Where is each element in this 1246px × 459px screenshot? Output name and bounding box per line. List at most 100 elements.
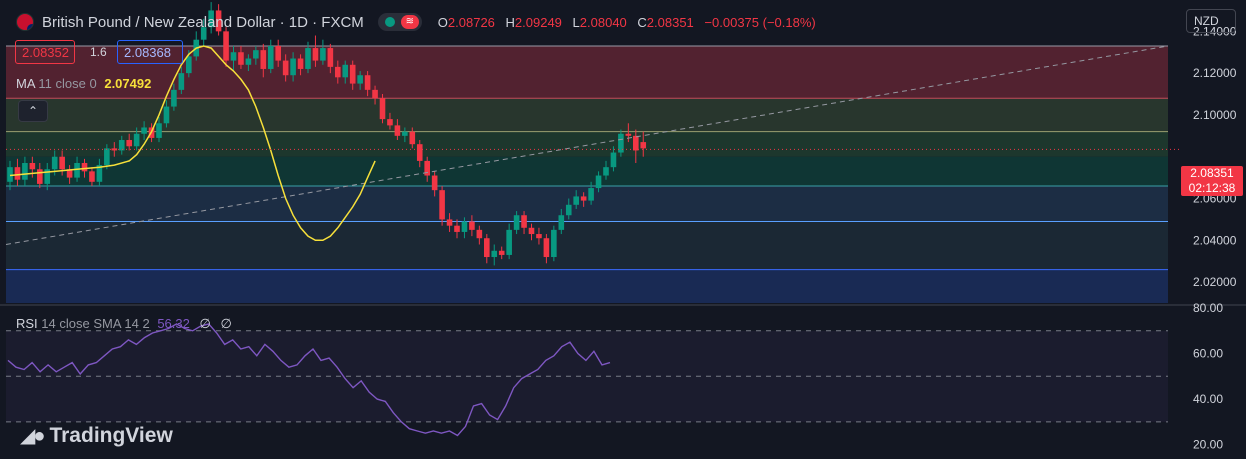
candle-body-15 <box>118 140 125 151</box>
candle-body-82 <box>618 133 624 153</box>
candle-body-52 <box>394 125 401 136</box>
candle-body-28 <box>215 10 222 32</box>
low-label: L <box>572 14 580 30</box>
ma-value: 2.07492 <box>104 76 152 91</box>
last-price-tag: 2.08351 02:12:38 <box>1181 166 1243 196</box>
candle-body-41 <box>312 48 319 61</box>
pair-flag-icon <box>16 13 34 31</box>
tradingview-logo-icon: ◢● <box>20 425 46 447</box>
candle-body-44 <box>335 66 341 78</box>
candle-body-47 <box>357 75 363 84</box>
candle-body-34 <box>260 50 267 69</box>
high-label: H <box>505 14 515 30</box>
candle-body-32 <box>245 58 252 65</box>
rsi-tick-3: 20.00 <box>1193 438 1223 452</box>
candle-body-38 <box>290 58 296 76</box>
candle-body-13 <box>104 148 110 166</box>
candle-body-81 <box>610 152 617 168</box>
candle-body-59 <box>446 219 453 226</box>
rsi-legend[interactable]: RSI 14 close SMA 14 2 56.32 ∅ ∅ <box>16 316 232 332</box>
close-value: 2.08351 <box>646 14 694 30</box>
currency-select[interactable]: NZD <box>1186 9 1236 33</box>
candle-body-10 <box>81 162 88 172</box>
bar-countdown: 02:12:38 <box>1188 181 1236 195</box>
candle-body-7 <box>59 156 65 170</box>
candle-body-77 <box>580 196 587 201</box>
candle-body-78 <box>588 188 594 201</box>
candle-body-30 <box>230 52 237 61</box>
candle-body-62 <box>469 221 475 230</box>
candle-body-75 <box>565 204 572 216</box>
open-value: 2.08726 <box>447 14 495 30</box>
market-open-icon <box>384 17 395 27</box>
zone-band-3 <box>6 156 1168 186</box>
candle-body-21 <box>163 106 170 124</box>
candle-body-73 <box>551 229 557 258</box>
candle-body-0 <box>7 167 13 182</box>
candle-body-2 <box>22 162 28 180</box>
price-tick-4: 2.04000 <box>1193 233 1237 247</box>
buy-button[interactable]: 2.08368 <box>117 40 183 64</box>
candle-body-48 <box>364 75 371 90</box>
candle-body-31 <box>238 52 244 65</box>
candle-body-67 <box>506 229 512 255</box>
zone-band-5 <box>6 221 1168 270</box>
candle-body-16 <box>126 140 132 147</box>
market-status-pill[interactable]: ≋ <box>377 13 422 31</box>
candle-body-22 <box>171 89 177 107</box>
ma-name: MA <box>16 76 35 91</box>
rsi-empty-value-2: ∅ <box>220 316 232 331</box>
candle-body-76 <box>573 196 579 205</box>
price-tick-1: 2.12000 <box>1193 66 1237 80</box>
candle-body-11 <box>89 171 95 182</box>
candle-body-61 <box>461 221 468 232</box>
candle-body-83 <box>625 133 632 136</box>
candle-body-23 <box>178 73 185 90</box>
brand-name: TradingView <box>49 423 173 447</box>
zone-band-6 <box>6 269 1168 303</box>
candle-body-72 <box>543 238 550 258</box>
candle-body-71 <box>536 234 542 239</box>
candle-body-27 <box>208 10 214 28</box>
candle-body-53 <box>402 131 408 136</box>
candle-body-79 <box>595 175 602 189</box>
tradingview-logo[interactable]: ◢● TradingView <box>20 423 173 448</box>
candle-body-3 <box>29 162 36 170</box>
candle-body-9 <box>74 162 80 178</box>
collapse-legend-button[interactable]: ⌃ <box>18 100 48 122</box>
ma-line <box>9 45 376 242</box>
ma-legend[interactable]: MA 11 close 0 2.07492 <box>16 76 151 91</box>
candle-body-60 <box>454 225 460 232</box>
candle-body-80 <box>603 167 609 176</box>
candle-body-46 <box>349 64 356 84</box>
candle-body-70 <box>528 227 535 235</box>
rsi-tick-1: 60.00 <box>1193 347 1223 361</box>
candle-body-1 <box>14 167 21 180</box>
symbol-title[interactable]: British Pound / New Zealand Dollar · 1D … <box>42 13 364 31</box>
candle-body-35 <box>267 45 274 69</box>
candle-body-49 <box>372 89 378 99</box>
candle-body-12 <box>96 165 103 182</box>
zone-band-4 <box>6 185 1168 222</box>
candle-body-74 <box>558 215 565 230</box>
high-value: 2.09249 <box>514 14 562 30</box>
candle-body-40 <box>305 48 311 69</box>
close-label: C <box>637 14 647 30</box>
price-tick-2: 2.10000 <box>1193 108 1237 122</box>
status-wave-icon: ≋ <box>400 15 419 29</box>
candle-body-4 <box>37 169 43 184</box>
open-label: O <box>437 14 448 30</box>
chart-header: British Pound / New Zealand Dollar · 1D … <box>16 12 823 32</box>
spread-value: 1.6 <box>90 45 107 59</box>
low-value: 2.08040 <box>579 14 627 30</box>
sell-button[interactable]: 2.08352 <box>15 40 75 64</box>
candle-body-37 <box>282 60 289 76</box>
candle-body-85 <box>640 142 647 149</box>
rsi-line <box>7 323 611 437</box>
trend-line <box>5 45 1169 245</box>
ohlc-readout: O2.08726 H2.09249 L2.08040 C2.08351 −0.0… <box>438 15 823 30</box>
price-tick-5: 2.02000 <box>1193 275 1237 289</box>
candle-body-18 <box>141 127 147 134</box>
candle-body-66 <box>498 250 505 255</box>
